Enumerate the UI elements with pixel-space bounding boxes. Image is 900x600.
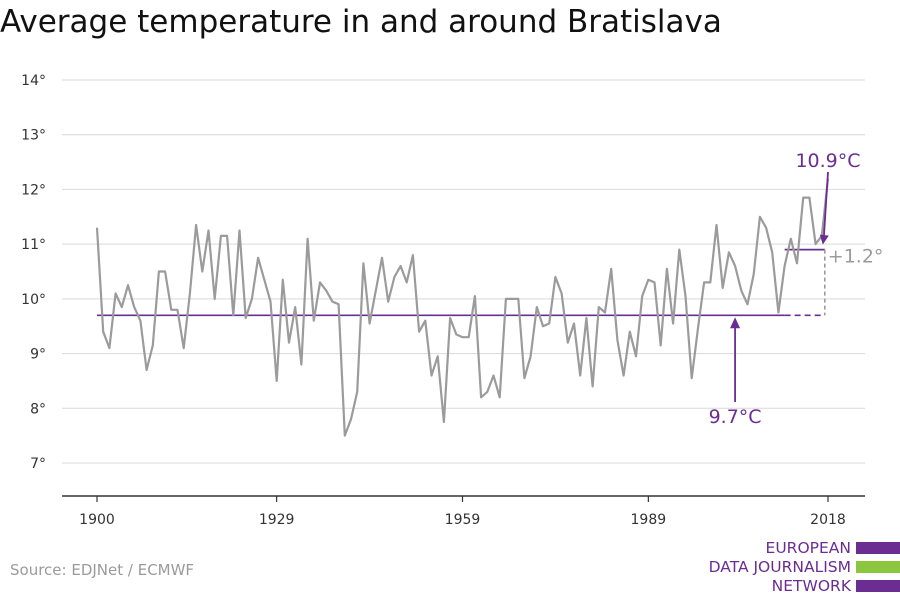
x-tick-label: 1959	[445, 512, 481, 528]
edjnet-logo[interactable]: EUROPEAN DATA JOURNALISM NETWORK	[700, 539, 900, 597]
logo-bar-purple-bottom	[856, 580, 900, 592]
baseline-arrowhead	[730, 317, 741, 329]
y-axis-ticks: 7° 8° 9° 10° 11° 12° 13° 14°	[21, 73, 46, 472]
y-tick-label: 14°	[21, 73, 46, 89]
source-note: Source: EDJNet / ECMWF	[10, 561, 195, 579]
delta-label: +1.2°	[828, 245, 884, 267]
logo-line-european: EUROPEAN	[765, 539, 851, 557]
annotations	[97, 248, 826, 317]
x-tick-label: 1929	[259, 512, 295, 528]
y-tick-label: 8°	[30, 401, 46, 417]
y-tick-label: 7°	[30, 456, 46, 472]
page-title: Average temperature in and around Bratis…	[0, 4, 722, 40]
y-tick-label: 13°	[21, 128, 46, 144]
y-tick-label: 11°	[21, 237, 46, 253]
baseline-value-label: 9.7°C	[709, 406, 762, 428]
annotation-labels: 9.7°C 10.9°C +1.2°	[709, 150, 884, 428]
x-tick-label: 1989	[631, 512, 667, 528]
logo-bar-green	[856, 561, 900, 573]
x-tick-label: 1900	[79, 512, 115, 528]
recent-arrow-line	[822, 171, 829, 238]
x-tick-label: 2018	[810, 512, 846, 528]
grid-lines	[62, 79, 865, 464]
recent-value-label: 10.9°C	[795, 150, 860, 172]
series-layer	[95, 178, 830, 437]
logo-line-data-journalism: DATA JOURNALISM	[708, 558, 851, 576]
y-tick-label: 9°	[30, 347, 46, 363]
logo-bar-purple-top	[856, 542, 900, 554]
temperature-series-line	[95, 178, 830, 437]
y-tick-label: 12°	[21, 182, 46, 198]
recent-arrowhead	[819, 234, 829, 245]
x-axis: 1900 1929 1959 1989 2018	[62, 495, 865, 528]
y-tick-label: 10°	[21, 292, 46, 308]
logo-line-network: NETWORK	[771, 577, 851, 595]
